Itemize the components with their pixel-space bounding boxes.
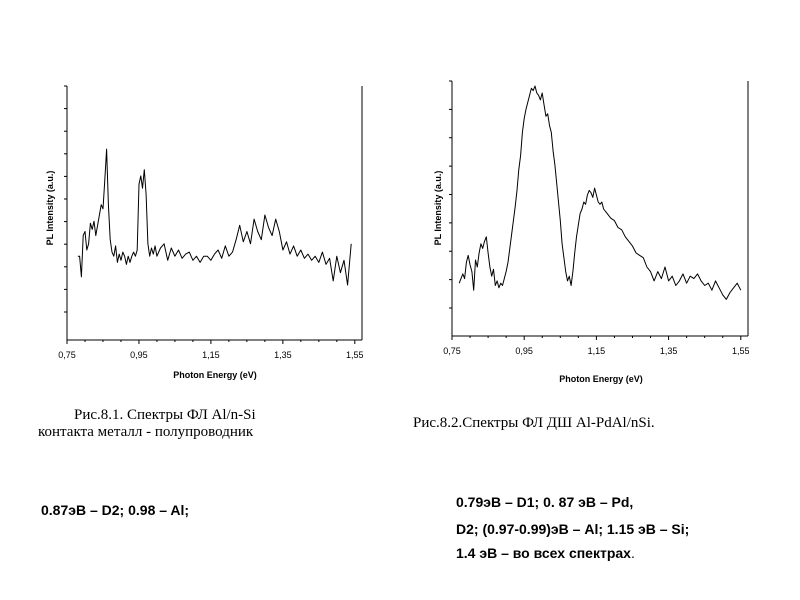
right-values-line-3-tail: . bbox=[630, 545, 635, 561]
x-tick-label: 1,15 bbox=[202, 350, 220, 360]
x-tick-label: 0,95 bbox=[515, 346, 533, 356]
chart-1-x-ticks: 0,75 0,95 1,15 1,35 1,55 bbox=[58, 340, 364, 360]
x-tick-label: 0,75 bbox=[58, 350, 76, 360]
chart-1-y-axis-title: PL Intensity (a.u.) bbox=[45, 171, 55, 246]
x-tick-label: 0,75 bbox=[443, 346, 461, 356]
right-values-line-1: 0.79эВ – D1; 0. 87 эВ – Pd, bbox=[456, 494, 634, 510]
chart-2-series-line bbox=[458, 85, 742, 300]
x-tick-label: 1,35 bbox=[274, 350, 292, 360]
x-tick-label: 1,15 bbox=[588, 346, 606, 356]
chart-2-y-axis-title: PL Intensity (a.u.) bbox=[433, 171, 443, 246]
x-tick-label: 1,35 bbox=[660, 346, 678, 356]
x-tick-label: 0,95 bbox=[130, 350, 148, 360]
chart-2-y-ticks bbox=[449, 80, 452, 309]
x-tick-label: 1,55 bbox=[346, 350, 364, 360]
chart-2-x-ticks: 0,75 0,95 1,15 1,35 1,55 bbox=[443, 336, 750, 356]
figure-2-caption: Рис.8.2.Спектры ФЛ ДШ Al-PdAl/nSi. bbox=[413, 415, 655, 431]
chart-1-x-axis-title: Photon Energy (eV) bbox=[173, 370, 257, 380]
left-values-text: 0.87эВ – D2; 0.98 – Al; bbox=[41, 502, 190, 518]
chart-2-x-axis-title: Photon Energy (eV) bbox=[559, 374, 643, 384]
chart-1-series-line bbox=[77, 148, 352, 286]
x-tick-label: 1,55 bbox=[732, 346, 750, 356]
right-values-line-3-main: 1.4 эВ – во всех спектрах bbox=[456, 545, 631, 561]
right-values-line-2: D2; (0.97-0.99)эВ – Al; 1.15 эВ – Si; bbox=[456, 521, 690, 537]
chart-2-frame bbox=[451, 81, 749, 337]
right-values-line-3: 1.4 эВ – во всех спектрах. bbox=[456, 542, 635, 564]
figure-1-caption-line-2: контакта металл - полупроводник bbox=[38, 424, 254, 440]
chart-1-y-ticks bbox=[64, 85, 67, 313]
chart-1-frame bbox=[66, 86, 363, 341]
figure-1-caption-line-1: Рис.8.1. Спектры ФЛ Al/n-Si bbox=[74, 407, 256, 423]
